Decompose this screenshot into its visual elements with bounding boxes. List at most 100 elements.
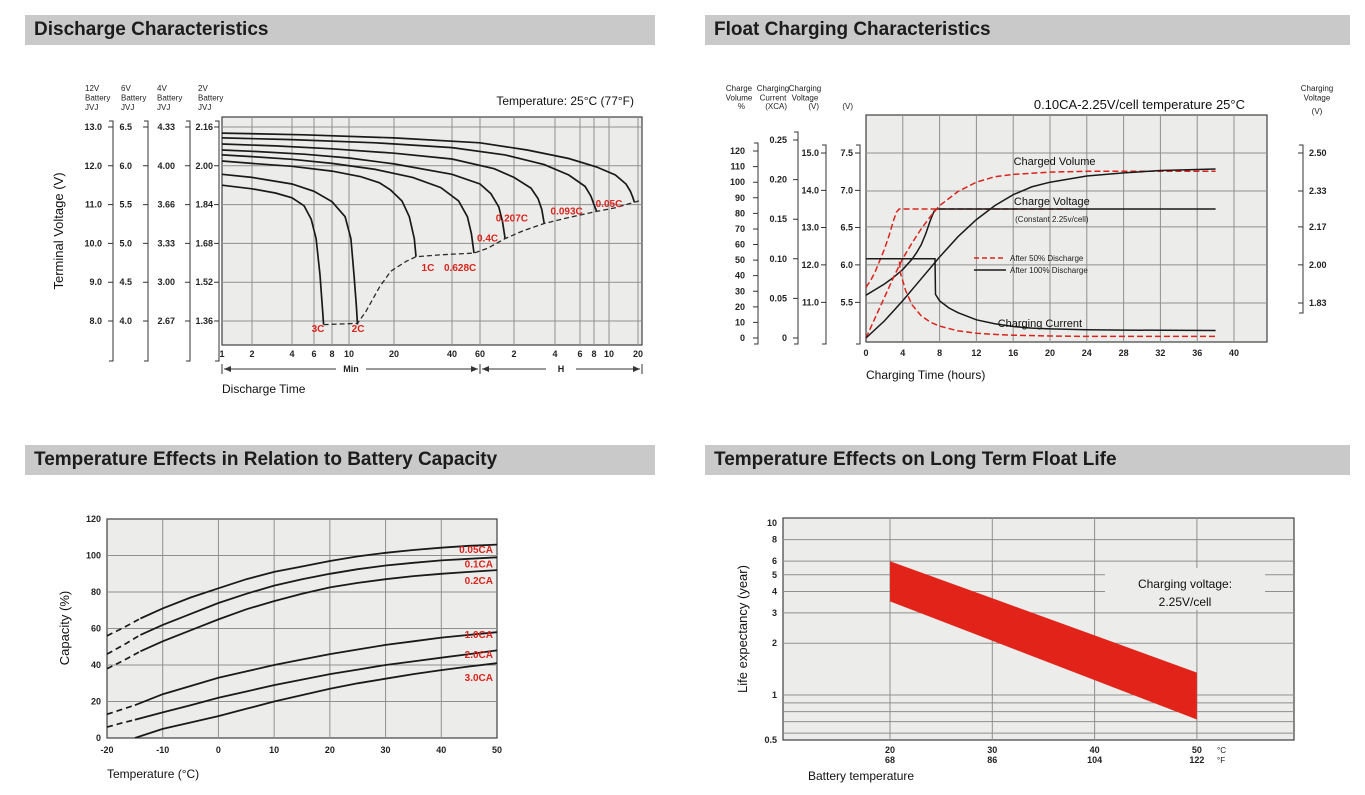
svg-text:11.0: 11.0 [85, 200, 102, 210]
svg-text:3.33: 3.33 [157, 238, 175, 248]
svg-text:0: 0 [740, 333, 745, 343]
svg-text:4.0: 4.0 [119, 316, 132, 326]
svg-text:16: 16 [1008, 348, 1018, 358]
svg-text:10.0: 10.0 [84, 238, 102, 248]
svg-text:10: 10 [344, 349, 354, 359]
svg-text:6V: 6V [121, 85, 131, 93]
float-charging-chart: Charged Volume Charge Voltage (Constant 2.… [726, 85, 1334, 382]
svg-text:1: 1 [772, 690, 777, 700]
svg-text:12: 12 [971, 348, 981, 358]
svg-text:4.5: 4.5 [119, 277, 132, 287]
svg-text:Battery: Battery [85, 94, 110, 103]
float-life-chart: Charging voltage:2.25V/cell1086543210.52… [735, 517, 1295, 783]
svg-text:10: 10 [767, 518, 777, 528]
svg-text:JVJ: JVJ [121, 103, 134, 112]
svg-text:(XCA): (XCA) [765, 102, 787, 111]
svg-text:5.5: 5.5 [119, 200, 132, 210]
svg-text:24: 24 [1082, 348, 1092, 358]
svg-text:0.05: 0.05 [769, 293, 787, 303]
svg-text:40: 40 [447, 349, 457, 359]
panel-title-discharge: Discharge Characteristics [25, 15, 655, 45]
svg-text:0.207C: 0.207C [496, 214, 528, 225]
panel-float-charging: Float Charging Characteristics Charged V… [705, 15, 1350, 400]
svg-text:2: 2 [772, 638, 777, 648]
svg-text:H: H [558, 364, 565, 374]
svg-text:2V: 2V [198, 85, 208, 93]
svg-text:After 50% Discharge: After 50% Discharge [1010, 254, 1084, 263]
svg-text:10: 10 [735, 317, 745, 327]
svg-text:°C: °C [1217, 746, 1226, 755]
svg-text:0.2CA: 0.2CA [465, 576, 493, 587]
svg-text:12V: 12V [85, 85, 100, 93]
svg-text:°F: °F [1217, 756, 1225, 765]
svg-text:10: 10 [269, 745, 279, 755]
svg-text:30: 30 [381, 745, 391, 755]
svg-text:120: 120 [730, 146, 745, 156]
svg-text:60: 60 [91, 624, 101, 634]
svg-text:Voltage: Voltage [792, 94, 819, 103]
svg-text:0.4C: 0.4C [477, 234, 498, 245]
svg-text:After 100% Discharge: After 100% Discharge [1010, 266, 1088, 275]
svg-text:4V: 4V [157, 85, 167, 93]
svg-text:7.0: 7.0 [840, 185, 853, 195]
svg-text:Charge Voltage: Charge Voltage [1014, 196, 1090, 208]
svg-text:90: 90 [735, 193, 745, 203]
panel-title-float-life: Temperature Effects on Long Term Float L… [705, 445, 1350, 475]
svg-text:%: % [738, 102, 745, 111]
svg-text:4.33: 4.33 [157, 122, 175, 132]
svg-text:1.36: 1.36 [195, 316, 213, 326]
svg-text:1.83: 1.83 [1309, 298, 1327, 308]
svg-text:3.00: 3.00 [157, 277, 175, 287]
svg-text:Battery temperature: Battery temperature [808, 769, 914, 783]
svg-text:0.5: 0.5 [764, 735, 777, 745]
svg-text:40: 40 [735, 271, 745, 281]
svg-text:Battery: Battery [157, 94, 182, 103]
svg-text:Charging: Charging [757, 85, 789, 93]
svg-text:100: 100 [730, 177, 745, 187]
svg-text:20: 20 [91, 697, 101, 707]
panel-temperature-capacity: Temperature Effects in Relation to Batte… [25, 445, 655, 790]
svg-text:3.66: 3.66 [157, 200, 175, 210]
svg-text:3.0CA: 3.0CA [465, 673, 493, 684]
svg-text:40: 40 [1229, 348, 1239, 358]
svg-text:6.5: 6.5 [119, 122, 132, 132]
svg-text:9.0: 9.0 [89, 277, 102, 287]
svg-text:4: 4 [900, 348, 905, 358]
svg-text:0.20: 0.20 [769, 175, 787, 185]
svg-text:13.0: 13.0 [801, 223, 819, 233]
svg-text:100: 100 [86, 551, 101, 561]
svg-text:8: 8 [937, 348, 942, 358]
svg-text:20: 20 [1045, 348, 1055, 358]
svg-text:6: 6 [577, 349, 582, 359]
svg-text:Life expectancy (year): Life expectancy (year) [735, 565, 750, 693]
svg-text:Charging: Charging [1301, 85, 1333, 93]
svg-text:0.093C: 0.093C [551, 206, 583, 217]
svg-text:6.0: 6.0 [840, 260, 853, 270]
svg-text:20: 20 [735, 302, 745, 312]
svg-text:2.00: 2.00 [1309, 260, 1327, 270]
svg-text:2.16: 2.16 [195, 122, 213, 132]
svg-text:(V): (V) [842, 102, 853, 111]
svg-text:15.0: 15.0 [801, 148, 819, 158]
svg-text:-10: -10 [156, 745, 169, 755]
svg-text:13.0: 13.0 [84, 122, 102, 132]
svg-text:12.0: 12.0 [84, 161, 102, 171]
svg-text:Battery: Battery [121, 94, 146, 103]
svg-text:20: 20 [325, 745, 335, 755]
svg-text:36: 36 [1192, 348, 1202, 358]
svg-text:60: 60 [735, 240, 745, 250]
svg-text:Discharge Time: Discharge Time [222, 382, 306, 396]
svg-text:2.17: 2.17 [1309, 222, 1327, 232]
svg-text:2.0CA: 2.0CA [465, 650, 493, 661]
svg-text:6.0: 6.0 [119, 161, 132, 171]
svg-text:Charging Current: Charging Current [998, 318, 1082, 330]
svg-text:12.0: 12.0 [801, 260, 819, 270]
svg-text:Current: Current [760, 94, 787, 103]
svg-text:8: 8 [591, 349, 596, 359]
svg-text:Charging voltage:: Charging voltage: [1138, 577, 1232, 591]
svg-text:10: 10 [604, 349, 614, 359]
svg-text:3: 3 [772, 608, 777, 618]
svg-text:0.10CA-2.25V/cell temperature: 0.10CA-2.25V/cell temperature 25°C [1034, 97, 1245, 112]
svg-text:1.0CA: 1.0CA [465, 630, 493, 641]
